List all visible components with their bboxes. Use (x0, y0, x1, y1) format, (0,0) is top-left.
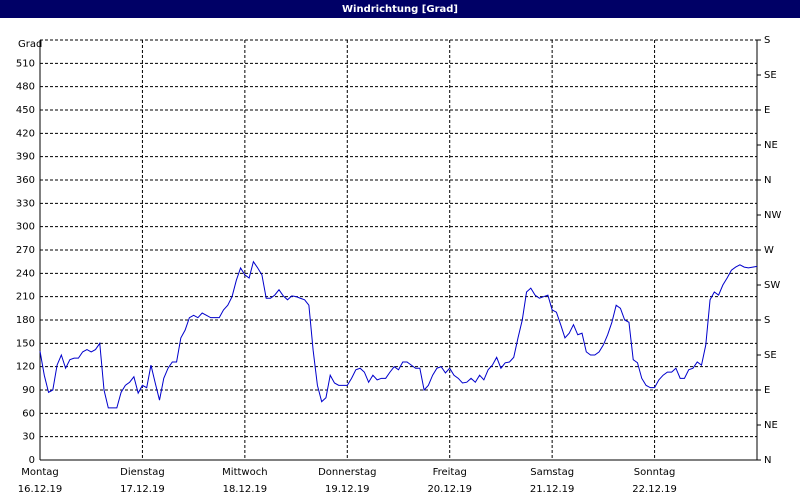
chart-title: Windrichtung [Grad] (342, 4, 458, 15)
x-tick-label: Mittwoch (222, 467, 267, 478)
y2-tick-label: NE (764, 420, 778, 431)
x-tick-label: 16.12.19 (18, 484, 63, 495)
x-tick-label: Donnerstag (318, 467, 376, 478)
y-tick-label: 0 (29, 455, 35, 466)
x-tick-label: 17.12.19 (120, 484, 165, 495)
x-tick-label: Sonntag (634, 467, 676, 478)
y-tick-label: 300 (16, 222, 35, 233)
y2-tick-label: N (764, 175, 771, 186)
x-tick-label: 20.12.19 (427, 484, 472, 495)
x-tick-label: Montag (21, 467, 58, 478)
x-tick-label: Freitag (433, 467, 467, 478)
y2-tick-label: SE (764, 70, 777, 81)
y2-tick-label: SW (764, 280, 780, 291)
y-tick-label: 30 (22, 432, 35, 443)
data-line (39, 260, 758, 409)
x-tick-label: 21.12.19 (530, 484, 575, 495)
y-tick-label: 90 (22, 385, 35, 396)
x-tick-label: 22.12.19 (632, 484, 677, 495)
x-tick-label: Samstag (530, 467, 574, 478)
x-tick-label: Dienstag (120, 467, 165, 478)
y-tick-label: 360 (16, 175, 35, 186)
y-tick-label: 390 (16, 152, 35, 163)
y-tick-label: 510 (16, 58, 35, 69)
y-tick-label: 270 (16, 245, 35, 256)
y2-tick-label: E (764, 385, 770, 396)
y2-tick-label: S (764, 35, 770, 46)
y-tick-label: 180 (16, 315, 35, 326)
y-tick-label: 60 (22, 408, 35, 419)
y2-tick-label: SE (764, 350, 777, 361)
y-tick-label: 240 (16, 268, 35, 279)
y2-tick-label: E (764, 105, 770, 116)
y-tick-label: 480 (16, 82, 35, 93)
y-tick-label: 420 (16, 128, 35, 139)
y-tick-label: 210 (16, 292, 35, 303)
y2-tick-label: S (764, 315, 770, 326)
y2-tick-label: N (764, 455, 771, 466)
y-tick-label: 150 (16, 338, 35, 349)
title-bar (0, 0, 800, 18)
y2-tick-label: W (764, 245, 774, 256)
y-axis-label: Grad (18, 39, 42, 50)
y-tick-label: 120 (16, 362, 35, 373)
y-tick-label: 330 (16, 198, 35, 209)
x-tick-label: 18.12.19 (223, 484, 268, 495)
y2-tick-label: NE (764, 140, 778, 151)
x-tick-label: 19.12.19 (325, 484, 370, 495)
y-tick-label: 450 (16, 105, 35, 116)
y2-tick-label: NW (764, 210, 781, 221)
